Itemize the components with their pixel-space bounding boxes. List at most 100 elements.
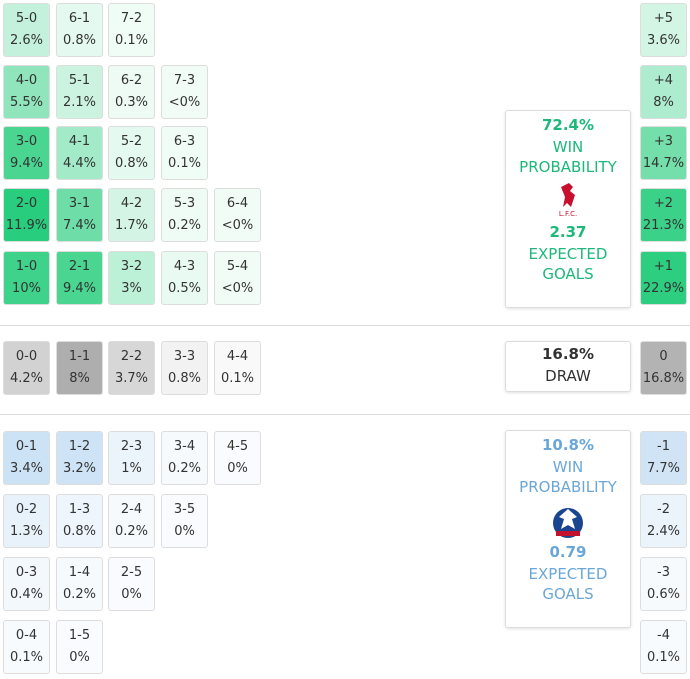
cell-score: 5-4 bbox=[226, 259, 249, 274]
score-cell: 6-1 0.8% bbox=[56, 3, 103, 57]
cell-score: 5-0 bbox=[15, 11, 38, 26]
win-prob: 72.4% bbox=[541, 116, 595, 134]
cell-prob: 3.2% bbox=[62, 461, 97, 476]
cell-prob: 4.4% bbox=[62, 156, 97, 171]
cell-prob: 2.1% bbox=[62, 95, 97, 110]
score-cell: 2-0 11.9% bbox=[3, 188, 50, 242]
win-prob: 10.8% bbox=[541, 436, 595, 454]
draw-summary: 16.8% DRAW bbox=[505, 341, 631, 392]
cell-prob: 0.3% bbox=[114, 95, 149, 110]
score-cell: 6-2 0.3% bbox=[108, 65, 155, 119]
score-cell: 6-3 0.1% bbox=[161, 126, 208, 180]
score-cell: 3-4 0.2% bbox=[161, 431, 208, 485]
cell-prob: 3.4% bbox=[9, 461, 44, 476]
badge-text: L.F.C. bbox=[559, 210, 577, 218]
cell-score: 3-3 bbox=[173, 349, 196, 364]
score-cell: 4-0 5.5% bbox=[3, 65, 50, 119]
cell-score: 1-4 bbox=[68, 565, 91, 580]
score-cell: -3 0.6% bbox=[640, 557, 687, 611]
win-label: WIN PROBABILITY bbox=[519, 458, 617, 496]
cell-score: 0-0 bbox=[15, 349, 38, 364]
cell-score: 3-4 bbox=[173, 439, 196, 454]
cell-prob: 0.1% bbox=[646, 650, 681, 665]
score-cell: 5-0 2.6% bbox=[3, 3, 50, 57]
cell-prob: 0.8% bbox=[62, 33, 97, 48]
cell-prob: 0.2% bbox=[167, 218, 202, 233]
cell-prob: 0.1% bbox=[114, 33, 149, 48]
cell-score: 6-3 bbox=[173, 134, 196, 149]
cell-score: +5 bbox=[653, 11, 674, 26]
score-cell: 3-2 3% bbox=[108, 251, 155, 305]
cell-score: 2-3 bbox=[120, 439, 143, 454]
cell-prob: 16.8% bbox=[642, 371, 685, 386]
xg: 0.79 bbox=[549, 543, 587, 561]
score-cell: 0-0 4.2% bbox=[3, 341, 50, 395]
cell-score: 0-1 bbox=[15, 439, 38, 454]
cell-score: 0-3 bbox=[15, 565, 38, 580]
score-cell: +3 14.7% bbox=[640, 126, 687, 180]
score-cell: 1-3 0.8% bbox=[56, 494, 103, 548]
cell-prob: 9.4% bbox=[62, 281, 97, 296]
score-cell: +1 22.9% bbox=[640, 251, 687, 305]
cell-prob: 0% bbox=[69, 650, 90, 665]
score-cell: 2-1 9.4% bbox=[56, 251, 103, 305]
cell-prob: 3.6% bbox=[646, 33, 681, 48]
cell-prob: 0.8% bbox=[114, 156, 149, 171]
xg: 2.37 bbox=[549, 223, 587, 241]
score-cell: 3-1 7.4% bbox=[56, 188, 103, 242]
score-cell: 4-3 0.5% bbox=[161, 251, 208, 305]
cell-prob: 7.7% bbox=[646, 461, 681, 476]
score-cell: 5-4 <0% bbox=[214, 251, 261, 305]
cell-prob: 0.1% bbox=[167, 156, 202, 171]
cell-prob: 0.4% bbox=[9, 587, 44, 602]
cell-score: 0 bbox=[659, 349, 668, 364]
score-cell: 1-4 0.2% bbox=[56, 557, 103, 611]
cell-prob: 5.5% bbox=[9, 95, 44, 110]
cell-score: -4 bbox=[657, 628, 670, 643]
cell-score: 3-5 bbox=[173, 502, 196, 517]
cell-prob: 8% bbox=[69, 371, 90, 386]
cell-score: 6-1 bbox=[68, 11, 91, 26]
score-cell: 3-0 9.4% bbox=[3, 126, 50, 180]
cell-score: +1 bbox=[653, 259, 674, 274]
cell-prob: 0.5% bbox=[167, 281, 202, 296]
score-cell: 1-0 10% bbox=[3, 251, 50, 305]
score-cell: 1-1 8% bbox=[56, 341, 103, 395]
score-cell: 3-3 0.8% bbox=[161, 341, 208, 395]
cell-score: 1-0 bbox=[15, 259, 38, 274]
cell-score: 5-3 bbox=[173, 196, 196, 211]
cell-prob: 11.9% bbox=[5, 218, 48, 233]
cell-prob: 0.8% bbox=[167, 371, 202, 386]
home-summary: 72.4% WIN PROBABILITY L.F.C. 2.37 EXPECT… bbox=[505, 110, 631, 308]
cell-score: 2-1 bbox=[68, 259, 91, 274]
cell-score: +2 bbox=[653, 196, 674, 211]
cell-score: 0-4 bbox=[15, 628, 38, 643]
score-cell: 0-4 0.1% bbox=[3, 620, 50, 674]
cell-prob: 14.7% bbox=[642, 156, 685, 171]
score-cell: 1-5 0% bbox=[56, 620, 103, 674]
cell-prob: 1% bbox=[121, 461, 142, 476]
cell-score: +4 bbox=[653, 73, 674, 88]
score-cell: 6-4 <0% bbox=[214, 188, 261, 242]
cell-score: 3-0 bbox=[15, 134, 38, 149]
cell-prob: 0.1% bbox=[220, 371, 255, 386]
cell-prob: 0.2% bbox=[114, 524, 149, 539]
cell-prob: 1.3% bbox=[9, 524, 44, 539]
score-cell: 4-5 0% bbox=[214, 431, 261, 485]
cell-prob: 1.7% bbox=[114, 218, 149, 233]
cell-score: 4-3 bbox=[173, 259, 196, 274]
cell-prob: 7.4% bbox=[62, 218, 97, 233]
cell-score: -1 bbox=[657, 439, 670, 454]
cell-score: 7-2 bbox=[120, 11, 143, 26]
score-cell: 4-2 1.7% bbox=[108, 188, 155, 242]
draw-label: DRAW bbox=[545, 367, 591, 385]
score-cell: -4 0.1% bbox=[640, 620, 687, 674]
score-cell: 0-2 1.3% bbox=[3, 494, 50, 548]
draw-prob: 16.8% bbox=[541, 345, 595, 363]
score-cell: 3-5 0% bbox=[161, 494, 208, 548]
xg-label: EXPECTED GOALS bbox=[528, 245, 608, 283]
cell-score: -2 bbox=[657, 502, 670, 517]
score-cell: 0-1 3.4% bbox=[3, 431, 50, 485]
cell-prob: 0.8% bbox=[62, 524, 97, 539]
cell-score: 4-2 bbox=[120, 196, 143, 211]
